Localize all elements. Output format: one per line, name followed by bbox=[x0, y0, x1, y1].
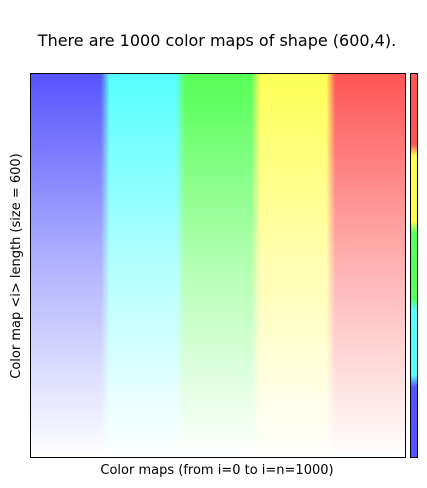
x-axis-label: Color maps (from i=0 to i=n=1000) bbox=[100, 463, 333, 478]
plot-frame bbox=[30, 73, 406, 458]
y-axis-label: Color map <i> length (size = 600) bbox=[9, 153, 24, 379]
colorbar bbox=[410, 73, 418, 458]
colorbar-frame bbox=[410, 73, 418, 458]
chart-title: There are 1000 color maps of shape (600,… bbox=[37, 31, 396, 50]
colorbar-fill bbox=[410, 73, 417, 458]
heatmap-fade-layer bbox=[30, 73, 406, 458]
heatmap-plot-area bbox=[30, 73, 406, 458]
